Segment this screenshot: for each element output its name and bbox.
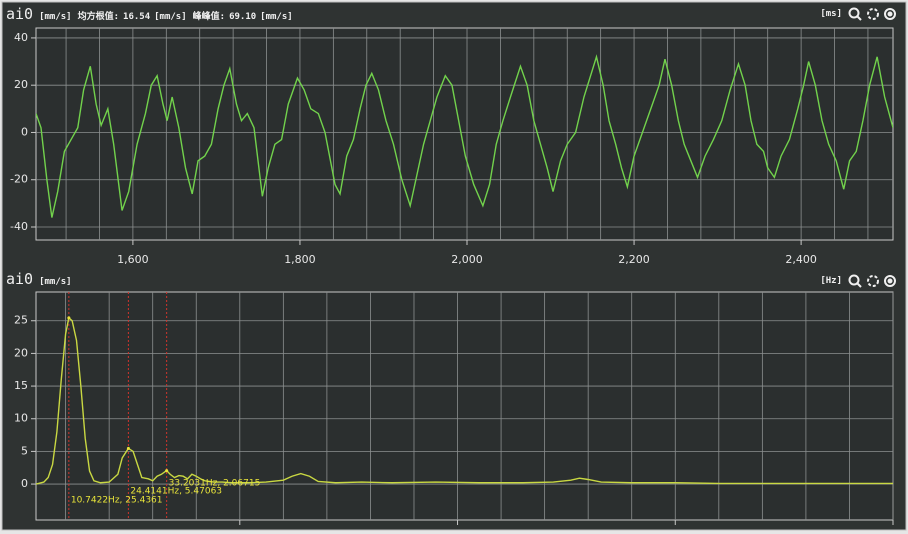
stat-value: 69.10 [229, 12, 257, 22]
tool-icons [848, 7, 896, 21]
stat: 均方根值: 16.54 [mm/s] [78, 9, 187, 22]
y-tick-label: -20 [10, 173, 28, 186]
stat-unit: [mm/s] [260, 12, 293, 22]
stat-unit: [mm/s] [154, 12, 187, 22]
y-tick-label: 15 [14, 379, 28, 392]
marker-label: 10.7422Hz, 25.4361 [71, 496, 163, 506]
data-line [36, 316, 893, 485]
y-tick-label: 0 [21, 125, 28, 138]
pan-icon[interactable] [867, 8, 879, 20]
zoom-icon[interactable] [848, 274, 860, 286]
y-tick-label: 10 [14, 412, 28, 425]
x-tick-label: 2,400 [785, 253, 817, 266]
stat-value: 16.54 [123, 12, 151, 22]
header: ai0 [mm/s] [6, 270, 72, 288]
marker-point [126, 446, 130, 450]
reset-icon[interactable] [884, 8, 896, 20]
panel-title: ai0 [6, 270, 34, 288]
x-unit: [Hz] [820, 276, 842, 286]
header: ai0 [mm/s] 均方根值: 16.54 [mm/s] 峰峰值: 69.10 [mm… [6, 5, 293, 23]
y-tick-label: 40 [14, 31, 28, 44]
unit: [mm/s] [39, 12, 72, 22]
reset-icon[interactable] [884, 275, 896, 287]
toolbar: [ms] [820, 5, 898, 23]
x-tick-label: 2,200 [618, 253, 650, 266]
y-tick-label: 20 [14, 78, 28, 91]
plot-area [35, 27, 894, 241]
tool-icons [848, 274, 896, 288]
x-tick-label: 2,000 [451, 253, 483, 266]
stat-label: 均方根值: [77, 12, 120, 22]
panel-title: ai0 [6, 5, 34, 23]
y-tick-label: 25 [14, 314, 28, 327]
marker-label: 24.4141Hz, 5.47063 [130, 487, 222, 497]
stat-label: 峰峰值: [192, 12, 226, 22]
marker-point [165, 469, 169, 473]
marker-label: 33.2031Hz, 2.06715 [169, 479, 261, 489]
y-tick-label: 5 [21, 444, 28, 457]
zoom-icon[interactable] [848, 7, 860, 19]
unit: [mm/s] [39, 277, 72, 287]
x-tick-label: 1,800 [284, 253, 316, 266]
data-line [36, 54, 893, 218]
stat: 峰峰值: 69.10 [mm/s] [193, 9, 293, 22]
marker-point [67, 316, 71, 320]
x-unit: [ms] [820, 9, 842, 19]
pan-icon[interactable] [867, 275, 879, 287]
y-tick-label: -40 [10, 220, 28, 233]
y-tick-label: 0 [21, 477, 28, 490]
toolbar: [Hz] [820, 272, 898, 290]
y-tick-label: 20 [14, 346, 28, 359]
x-tick-label: 1,600 [117, 253, 149, 266]
